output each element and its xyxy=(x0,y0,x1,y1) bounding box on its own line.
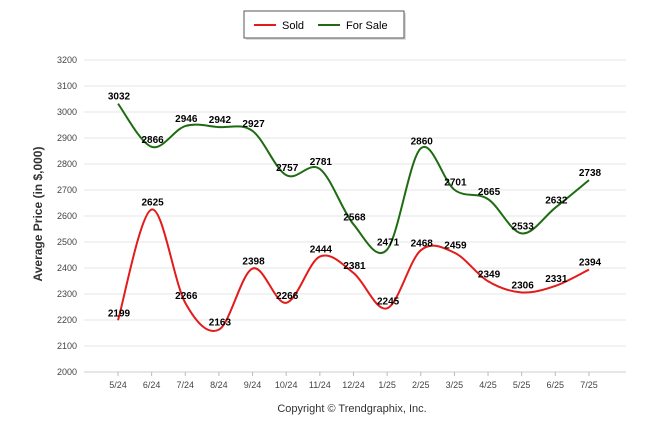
y-tick-label: 3200 xyxy=(57,55,77,65)
x-tick-label: 5/24 xyxy=(109,380,127,390)
data-label-sold: 2398 xyxy=(242,257,265,268)
y-tick-label: 3000 xyxy=(57,107,77,117)
x-tick-label: 1/25 xyxy=(378,380,396,390)
data-label-sold: 2468 xyxy=(411,238,434,249)
data-label-sold: 2306 xyxy=(512,280,535,291)
y-tick-label: 2500 xyxy=(57,237,77,247)
data-label-for-sale: 2568 xyxy=(343,212,366,223)
x-tick-label: 6/25 xyxy=(547,380,565,390)
data-label-sold: 2331 xyxy=(545,274,568,285)
data-label-sold: 2266 xyxy=(276,291,299,302)
data-label-for-sale: 2665 xyxy=(478,187,501,198)
data-label-sold: 2459 xyxy=(444,241,467,252)
y-tick-label: 2400 xyxy=(57,263,77,273)
y-tick-label: 2200 xyxy=(57,315,77,325)
data-label-sold: 2349 xyxy=(478,269,501,280)
data-label-for-sale: 2738 xyxy=(579,168,602,179)
data-label-for-sale: 2533 xyxy=(512,221,535,232)
data-label-sold: 2381 xyxy=(343,261,366,272)
y-tick-label: 2800 xyxy=(57,159,77,169)
legend: Sold For Sale xyxy=(243,10,406,40)
data-label-sold: 2245 xyxy=(377,296,400,307)
series-line-for-sale xyxy=(117,103,590,254)
data-label-for-sale: 2942 xyxy=(209,115,232,126)
x-tick-label: 9/24 xyxy=(244,380,262,390)
x-tick-label: 4/25 xyxy=(479,380,497,390)
y-tick-label: 2700 xyxy=(57,185,77,195)
data-label-for-sale: 3032 xyxy=(108,92,131,103)
y-tick-label: 2000 xyxy=(57,367,77,377)
x-tick-label: 7/25 xyxy=(580,380,598,390)
data-label-sold: 2266 xyxy=(175,291,198,302)
data-labels: 2199 2625 2266 2163 2398 2266 2444 2381 2245 2468… xyxy=(108,92,602,329)
data-label-for-sale: 2946 xyxy=(175,114,198,125)
series-line-sold xyxy=(117,208,590,332)
axes: 2000 2100 2200 2300 2400 2500 2600 2700 2800 2900… xyxy=(57,55,626,390)
legend-label-sold: Sold xyxy=(282,20,304,32)
y-tick-label: 2100 xyxy=(57,341,77,351)
data-label-for-sale: 2866 xyxy=(142,135,165,146)
series-lines xyxy=(117,103,590,332)
y-tick-label: 2300 xyxy=(57,289,77,299)
data-label-sold: 2394 xyxy=(579,258,602,269)
data-label-sold: 2444 xyxy=(310,245,333,256)
y-tick-label: 3100 xyxy=(57,81,77,91)
copyright-credit: Copyright © Trendgraphix, Inc. xyxy=(277,403,426,415)
data-label-sold: 2199 xyxy=(108,308,131,319)
x-tick-label: 5/25 xyxy=(513,380,531,390)
x-tick-label: 3/25 xyxy=(446,380,464,390)
data-label-sold: 2163 xyxy=(209,318,232,329)
x-tick-label: 2/25 xyxy=(412,380,430,390)
data-label-for-sale: 2781 xyxy=(310,157,333,168)
data-label-for-sale: 2860 xyxy=(411,136,434,147)
data-label-for-sale: 2757 xyxy=(276,163,299,174)
y-axis-title: Average Price (in $,000) xyxy=(31,147,45,282)
y-tick-label: 2600 xyxy=(57,211,77,221)
x-tick-label: 6/24 xyxy=(143,380,161,390)
grid-lines xyxy=(84,59,626,373)
data-label-for-sale: 2471 xyxy=(377,238,400,249)
x-tick-label: 10/24 xyxy=(275,380,298,390)
x-tick-label: 8/24 xyxy=(210,380,228,390)
x-tick-label: 12/24 xyxy=(342,380,365,390)
data-label-for-sale: 2632 xyxy=(545,196,568,207)
y-tick-label: 2900 xyxy=(57,133,77,143)
data-label-for-sale: 2701 xyxy=(444,178,467,189)
x-tick-label: 7/24 xyxy=(177,380,195,390)
data-label-sold: 2625 xyxy=(142,198,165,209)
x-tick-label: 11/24 xyxy=(309,380,331,390)
data-label-for-sale: 2927 xyxy=(242,119,265,130)
legend-label-for-sale: For Sale xyxy=(346,20,388,32)
